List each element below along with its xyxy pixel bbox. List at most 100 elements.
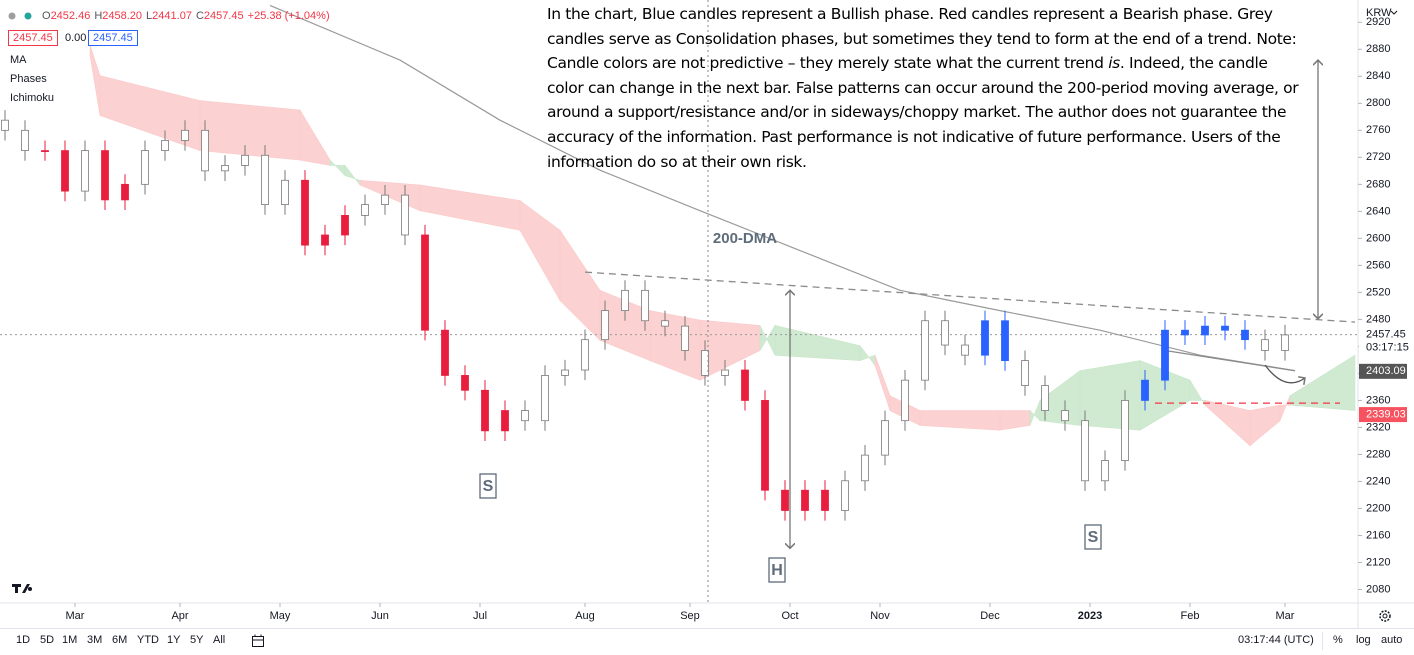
cloud	[1289, 354, 1356, 411]
cloud	[1079, 360, 1141, 431]
candle-body	[661, 320, 669, 327]
range-button[interactable]: All	[213, 634, 226, 646]
candle-body	[501, 410, 509, 432]
candle-body	[1261, 339, 1269, 351]
annotation: 200-DMA	[713, 230, 777, 247]
candle-body	[901, 379, 909, 422]
compare-icon[interactable]	[251, 634, 265, 648]
range-button[interactable]: 6M	[112, 634, 128, 646]
candle-body	[121, 183, 129, 201]
candle-body	[321, 234, 329, 246]
candle-body	[1, 119, 9, 131]
cloud	[699, 319, 761, 381]
cloud	[199, 100, 301, 161]
indicator[interactable]: MA	[10, 54, 27, 66]
value-box: 0.00	[65, 32, 87, 44]
price-label: 2403.09	[1366, 365, 1406, 377]
candle-body	[1201, 325, 1209, 336]
candle-body	[701, 350, 709, 376]
candle-body	[81, 150, 89, 192]
candle-body	[621, 289, 629, 312]
cloud	[1249, 404, 1281, 447]
divider	[1322, 632, 1323, 650]
cloud	[344, 164, 361, 186]
range-button[interactable]: 5Y	[190, 634, 204, 646]
scale-option[interactable]: %	[1333, 634, 1343, 646]
cloud	[999, 410, 1031, 431]
trendline	[1164, 349, 1296, 372]
price-label: 2457.45	[1366, 329, 1406, 341]
y-tick-label: 2640	[1366, 205, 1390, 217]
x-tick-label: 2023	[1078, 610, 1102, 622]
candle-body	[1141, 379, 1149, 401]
y-tick-label: 2840	[1366, 70, 1390, 82]
candle-body	[721, 369, 729, 376]
y-tick-label: 2480	[1366, 313, 1390, 325]
y-tick-label: 2800	[1366, 97, 1390, 109]
x-tick-label: Jun	[371, 610, 389, 622]
x-tick-label: Mar	[66, 610, 85, 622]
annotation: S	[483, 478, 494, 495]
range-button[interactable]: 5D	[40, 634, 55, 646]
indicator[interactable]: Ichimoku	[10, 92, 55, 104]
candle-body	[581, 339, 589, 371]
candle-body	[641, 289, 649, 322]
cloud	[874, 355, 891, 411]
candle-body	[1001, 320, 1009, 361]
price-label-box	[1359, 327, 1407, 356]
x-tick-label: Apr	[171, 610, 188, 622]
x-tick-label: Feb	[1181, 610, 1200, 622]
scale-option[interactable]: log	[1356, 634, 1371, 646]
ohlc-value: 2457.45	[203, 10, 244, 22]
candle-body	[1181, 329, 1189, 336]
candle-body	[221, 165, 229, 172]
note-text: is	[1108, 54, 1120, 73]
y-tick-label: 2200	[1366, 502, 1390, 514]
candle-body	[601, 310, 609, 341]
ohlc-label: H	[94, 10, 103, 22]
x-tick-label: Oct	[781, 610, 798, 622]
annotation: S	[1088, 529, 1099, 546]
cloud	[1204, 400, 1251, 447]
candle-body	[1281, 334, 1289, 351]
note-text: . Indeed, the candle color can change in…	[547, 54, 1299, 171]
scale-option[interactable]: auto	[1381, 634, 1403, 646]
change: +25.38 (+1.04%)	[247, 10, 330, 22]
candle-body	[941, 320, 949, 346]
ohlc-label: C	[195, 10, 204, 22]
candle-body	[821, 489, 829, 511]
settings-icon[interactable]	[1379, 610, 1391, 622]
price-label-time: 03:17:15	[1366, 342, 1409, 354]
candle-body	[401, 194, 409, 236]
cloud	[1279, 395, 1291, 421]
candle-body	[481, 389, 489, 432]
candle-body	[241, 154, 249, 166]
candle-body	[301, 179, 309, 246]
cloud	[1189, 379, 1206, 407]
range-button[interactable]: 1Y	[167, 634, 181, 646]
x-tick-label: Nov	[870, 610, 890, 622]
range-button[interactable]: YTD	[137, 634, 159, 646]
range-button[interactable]: 1M	[62, 634, 78, 646]
clock: 03:17:44 (UTC)	[1238, 634, 1314, 646]
ohlc-label: O	[42, 10, 51, 22]
candle-body	[61, 150, 69, 192]
candle-body	[261, 154, 269, 206]
plot-area	[0, 4, 1358, 548]
candle-body	[1081, 420, 1089, 482]
range-button[interactable]: 1D	[16, 634, 31, 646]
candle-body	[141, 150, 149, 185]
cloud	[359, 179, 421, 212]
y-tick-label: 2320	[1366, 421, 1390, 433]
ohlc-label: L	[146, 10, 153, 22]
cloud	[419, 184, 521, 231]
candle-body	[961, 344, 969, 356]
indicator[interactable]: Phases	[10, 73, 47, 85]
candle-body	[361, 204, 369, 216]
range-button[interactable]: 3M	[87, 634, 103, 646]
candle-body	[741, 369, 749, 401]
x-tick-label: Aug	[575, 610, 595, 622]
status-icons	[8, 12, 32, 20]
candle-body	[381, 194, 389, 206]
x-tick-label: Sep	[680, 610, 700, 622]
